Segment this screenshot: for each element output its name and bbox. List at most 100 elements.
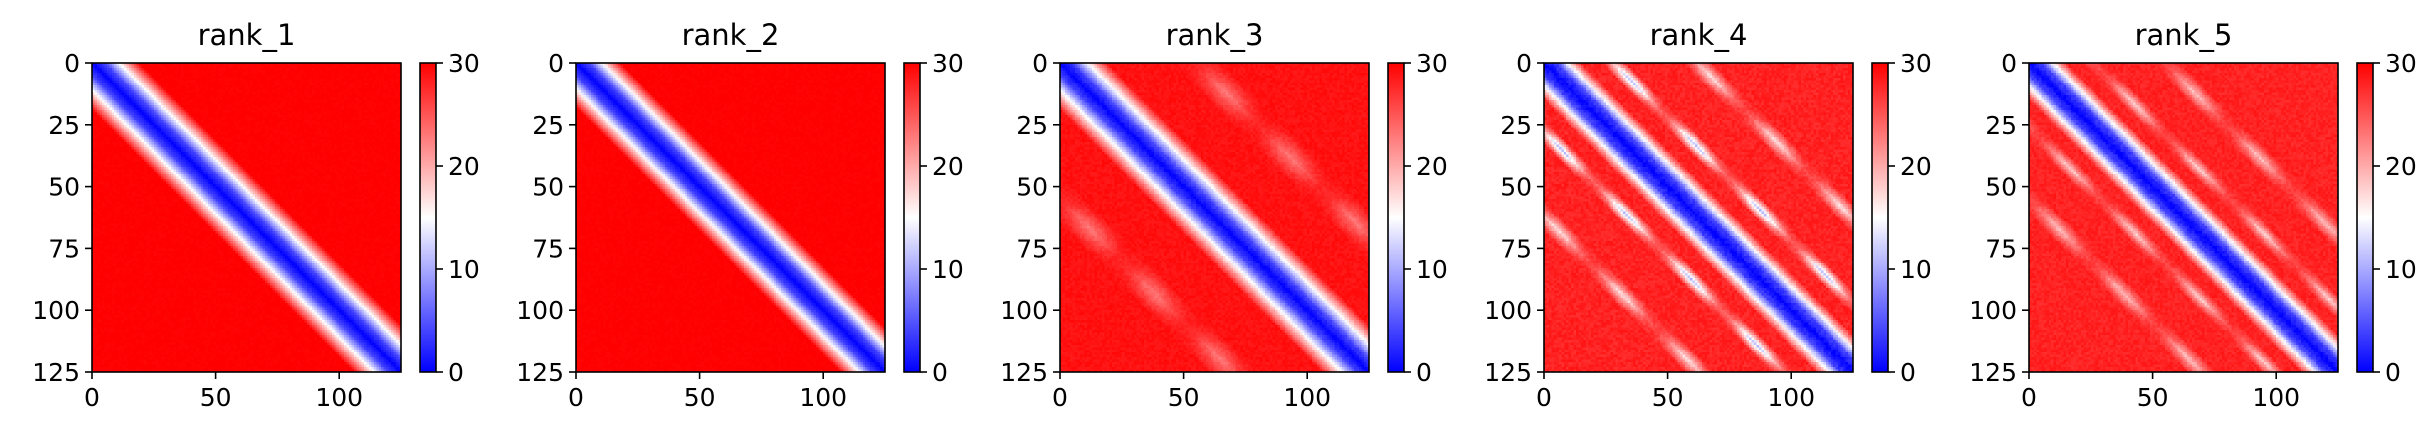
y-tick-label: 125 bbox=[1000, 358, 1048, 387]
colorbar-gradient bbox=[1872, 63, 1888, 372]
x-tick-label: 50 bbox=[1168, 383, 1200, 412]
y-tick-label: 50 bbox=[1500, 173, 1532, 202]
colorbar-tick-label: 0 bbox=[1900, 358, 1916, 387]
y-tick-label: 125 bbox=[516, 358, 564, 387]
panel-title: rank_3 bbox=[1166, 18, 1264, 52]
panel-title: rank_4 bbox=[1650, 18, 1748, 52]
panel-title: rank_5 bbox=[2135, 18, 2233, 52]
y-tick-label: 100 bbox=[1000, 296, 1048, 325]
x-tick-label: 100 bbox=[315, 383, 363, 412]
y-tick-label: 25 bbox=[1500, 111, 1532, 140]
colorbar-tick-label: 30 bbox=[1900, 49, 1932, 78]
x-tick-label: 50 bbox=[2137, 383, 2169, 412]
plot-frame bbox=[1059, 62, 1370, 373]
y-tick-label: 50 bbox=[1985, 173, 2017, 202]
x-tick-label: 50 bbox=[684, 383, 716, 412]
heatmap-image bbox=[2029, 63, 2338, 372]
heatmap-image bbox=[92, 63, 401, 372]
heatmap-image bbox=[576, 63, 885, 372]
y-tick-label: 125 bbox=[1484, 358, 1532, 387]
colorbar: 0 10 20 30 bbox=[2356, 49, 2417, 387]
colorbar-frame bbox=[1871, 62, 1889, 373]
colorbar-frame bbox=[2356, 62, 2374, 373]
colorbar-tick-label: 0 bbox=[932, 358, 948, 387]
colorbar-tick-label: 20 bbox=[1416, 152, 1448, 181]
colorbar-tick-label: 20 bbox=[448, 152, 480, 181]
x-tick-label: 0 bbox=[2021, 383, 2037, 412]
x-tick-label: 50 bbox=[1652, 383, 1684, 412]
panel-title: rank_1 bbox=[198, 18, 296, 52]
y-tick-label: 75 bbox=[1985, 234, 2017, 263]
colorbar-tick-label: 30 bbox=[1416, 49, 1448, 78]
plot-frame bbox=[2028, 62, 2339, 373]
colorbar-tick-label: 20 bbox=[932, 152, 964, 181]
y-tick-label: 0 bbox=[64, 49, 80, 78]
colorbar-frame bbox=[419, 62, 437, 373]
colorbar-tick-label: 0 bbox=[1416, 358, 1432, 387]
colorbar-tick-label: 20 bbox=[1900, 152, 1932, 181]
colorbar-tick-label: 0 bbox=[2385, 358, 2401, 387]
y-tick-label: 0 bbox=[1032, 49, 1048, 78]
y-tick-label: 100 bbox=[32, 296, 80, 325]
colorbar-gradient bbox=[904, 63, 920, 372]
colorbar-tick-label: 30 bbox=[2385, 49, 2417, 78]
colorbar-tick-label: 10 bbox=[1416, 255, 1448, 284]
x-tick-label: 100 bbox=[799, 383, 847, 412]
colorbar-tick-label: 30 bbox=[448, 49, 480, 78]
y-tick-label: 100 bbox=[1484, 296, 1532, 325]
plot-frame bbox=[1543, 62, 1854, 373]
colorbar: 0 10 20 30 bbox=[1387, 49, 1448, 387]
y-tick-label: 50 bbox=[532, 173, 564, 202]
x-tick-label: 0 bbox=[1052, 383, 1068, 412]
y-tick-label: 100 bbox=[1969, 296, 2017, 325]
y-tick-label: 0 bbox=[548, 49, 564, 78]
y-tick-label: 25 bbox=[48, 111, 80, 140]
y-tick-label: 25 bbox=[1016, 111, 1048, 140]
x-tick-label: 0 bbox=[1536, 383, 1552, 412]
x-tick-label: 100 bbox=[1283, 383, 1331, 412]
plot-frame bbox=[91, 62, 402, 373]
y-tick-label: 75 bbox=[1016, 234, 1048, 263]
panel-title: rank_2 bbox=[682, 18, 780, 52]
y-tick-label: 75 bbox=[532, 234, 564, 263]
colorbar-tick-label: 30 bbox=[932, 49, 964, 78]
colorbar-gradient bbox=[1388, 63, 1404, 372]
colorbar-tick-label: 0 bbox=[448, 358, 464, 387]
colorbar-tick-label: 20 bbox=[2385, 152, 2417, 181]
colorbar-frame bbox=[903, 62, 921, 373]
colorbar-tick-label: 10 bbox=[932, 255, 964, 284]
colorbar: 0 10 20 30 bbox=[1871, 49, 1932, 387]
colorbar-frame bbox=[1387, 62, 1405, 373]
colorbar-tick-label: 10 bbox=[1900, 255, 1932, 284]
y-tick-label: 0 bbox=[1516, 49, 1532, 78]
colorbar-gradient bbox=[420, 63, 436, 372]
y-tick-label: 25 bbox=[1985, 111, 2017, 140]
y-tick-label: 50 bbox=[48, 173, 80, 202]
colorbar: 0 10 20 30 bbox=[903, 49, 964, 387]
colorbar-tick-label: 10 bbox=[448, 255, 480, 284]
plot-frame bbox=[575, 62, 886, 373]
heatmap-image bbox=[1544, 63, 1853, 372]
heatmap-image bbox=[1060, 63, 1369, 372]
y-tick-label: 0 bbox=[2001, 49, 2017, 78]
y-tick-label: 125 bbox=[32, 358, 80, 387]
x-tick-label: 100 bbox=[2252, 383, 2300, 412]
x-tick-label: 100 bbox=[1767, 383, 1815, 412]
y-tick-label: 75 bbox=[48, 234, 80, 263]
y-tick-label: 25 bbox=[532, 111, 564, 140]
x-tick-label: 50 bbox=[200, 383, 232, 412]
colorbar-gradient bbox=[2357, 63, 2373, 372]
colorbar-tick-label: 10 bbox=[2385, 255, 2417, 284]
y-tick-label: 125 bbox=[1969, 358, 2017, 387]
x-tick-label: 0 bbox=[84, 383, 100, 412]
y-tick-label: 50 bbox=[1016, 173, 1048, 202]
x-tick-label: 0 bbox=[568, 383, 584, 412]
colorbar: 0 10 20 30 bbox=[419, 49, 480, 387]
y-tick-label: 100 bbox=[516, 296, 564, 325]
